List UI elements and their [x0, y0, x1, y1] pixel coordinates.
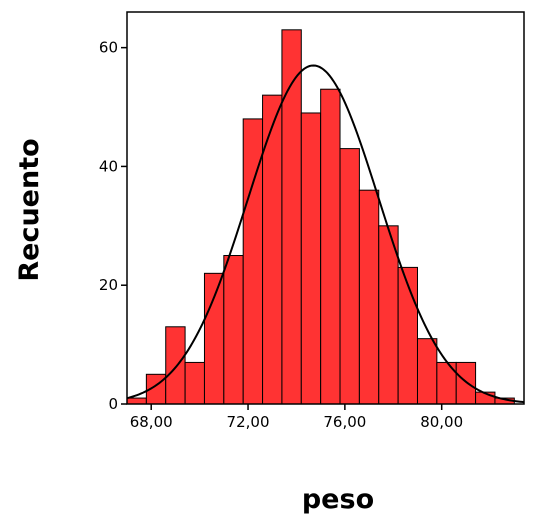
x-tick-label: 76,00	[323, 413, 366, 431]
y-axis-title: Recuento	[14, 138, 45, 281]
histogram-bar-15	[416, 338, 438, 405]
y-axis: 0 20 40 60	[99, 39, 127, 413]
y-tick-label: 60	[99, 39, 118, 57]
y-tick-label: 20	[99, 276, 118, 294]
x-axis-title: peso	[302, 484, 374, 515]
y-tick-label: 40	[99, 157, 118, 175]
histogram-bar-3	[184, 361, 205, 405]
histogram-bar-4	[203, 272, 225, 405]
histogram-bar-13	[378, 225, 399, 405]
histogram-bar-5	[223, 255, 244, 405]
histogram-bar-17	[455, 361, 477, 405]
histogram-bar-0	[126, 397, 147, 405]
x-tick-label: 68,00	[130, 413, 173, 431]
histogram-bar-14	[397, 266, 418, 405]
histogram-bar-7	[262, 94, 283, 405]
histogram-bar-9	[300, 112, 322, 405]
histogram-bar-8	[281, 29, 302, 405]
histogram-bar-2	[165, 326, 186, 405]
y-tick-label: 0	[108, 395, 118, 413]
x-tick-label: 80,00	[420, 413, 463, 431]
normal-curve	[126, 64, 525, 404]
histogram-bar-11	[339, 148, 360, 405]
x-tick-label: 72,00	[227, 413, 270, 431]
bars-group	[126, 29, 515, 405]
histogram-bar-12	[358, 189, 380, 405]
plot-frame	[126, 11, 525, 405]
x-axis: 68,00 72,00 76,00 80,00	[130, 404, 463, 431]
histogram-bar-10	[320, 88, 341, 405]
